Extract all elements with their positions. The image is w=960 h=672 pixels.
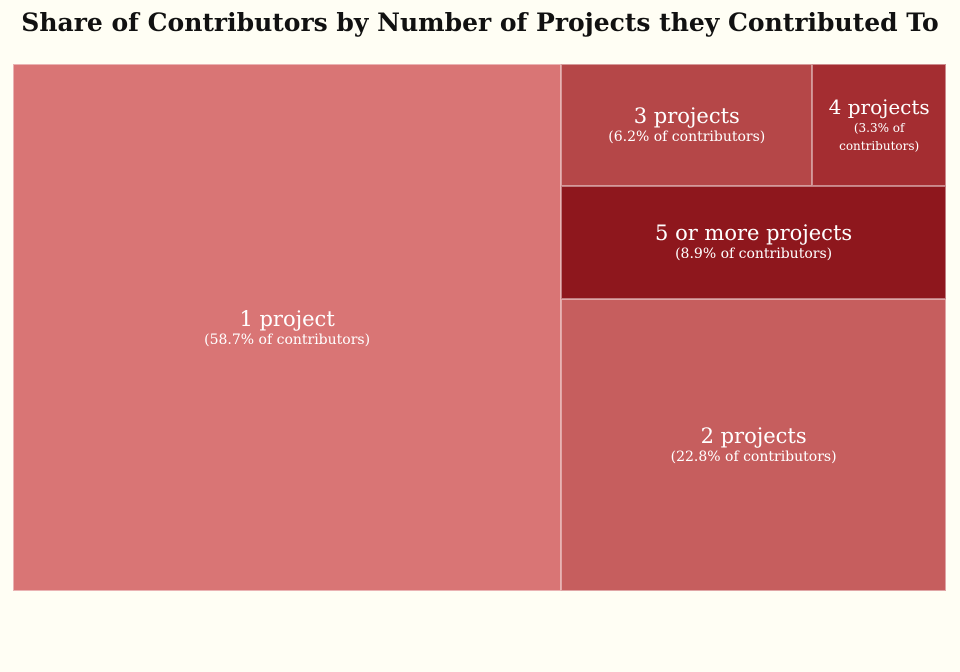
tile-sublabel: (8.9% of contributors) bbox=[675, 246, 833, 263]
tile-sublabel: (22.8% of contributors) bbox=[670, 449, 837, 466]
tile-5-or-more-projects[interactable]: 5 or more projects (8.9% of contributors… bbox=[561, 185, 946, 300]
tile-4-projects[interactable]: 4 projects (3.3% of contributors) bbox=[812, 64, 946, 186]
tile-sublabel: (3.3% of contributors) bbox=[839, 120, 920, 153]
tile-1-project[interactable]: 1 project (58.7% of contributors) bbox=[13, 64, 562, 591]
tile-3-projects[interactable]: 3 projects (6.2% of contributors) bbox=[561, 64, 813, 186]
tile-label: 4 projects bbox=[828, 94, 930, 119]
tile-label: 1 project bbox=[239, 306, 335, 331]
tile-sublabel: (58.7% of contributors) bbox=[204, 331, 371, 348]
tile-label: 3 projects bbox=[633, 103, 740, 128]
tile-label: 2 projects bbox=[700, 424, 807, 449]
tile-2-projects[interactable]: 2 projects (22.8% of contributors) bbox=[561, 299, 946, 591]
treemap-plot: 1 project (58.7% of contributors) 2 proj… bbox=[13, 64, 946, 591]
tile-label: 5 or more projects bbox=[655, 221, 853, 246]
tile-sublabel: (6.2% of contributors) bbox=[608, 128, 766, 145]
chart-title: Share of Contributors by Number of Proje… bbox=[21, 8, 939, 37]
